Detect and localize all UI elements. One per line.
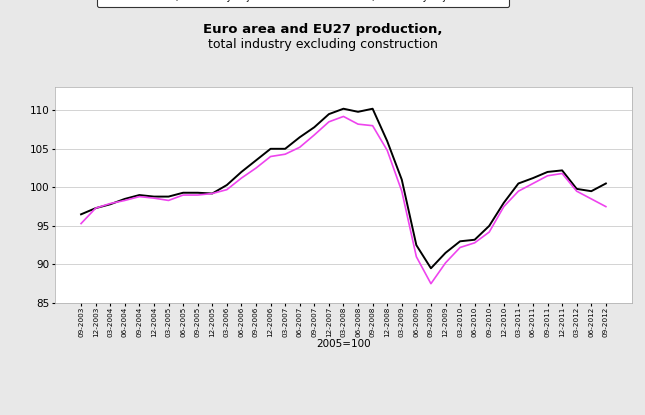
Legend: Euro area, seasonally adjusted series, EU27, seasonally adjusted series: Euro area, seasonally adjusted series, E… xyxy=(97,0,509,7)
Euro area, seasonally adjusted series xyxy=(266,154,274,159)
EU27, seasonally adjusted series xyxy=(77,212,85,217)
EU27, seasonally adjusted series xyxy=(544,169,551,174)
Euro area, seasonally adjusted series xyxy=(339,114,347,119)
Euro area, seasonally adjusted series xyxy=(471,240,479,245)
EU27, seasonally adjusted series xyxy=(194,190,201,195)
Line: EU27, seasonally adjusted series: EU27, seasonally adjusted series xyxy=(81,109,606,268)
Euro area, seasonally adjusted series xyxy=(588,196,595,201)
Euro area, seasonally adjusted series xyxy=(413,254,421,259)
Euro area, seasonally adjusted series xyxy=(208,191,216,196)
EU27, seasonally adjusted series xyxy=(383,139,391,144)
EU27, seasonally adjusted series xyxy=(252,158,260,163)
Euro area, seasonally adjusted series xyxy=(544,173,551,178)
Euro area, seasonally adjusted series xyxy=(602,204,610,209)
EU27, seasonally adjusted series xyxy=(486,223,493,228)
Euro area, seasonally adjusted series xyxy=(427,281,435,286)
Euro area, seasonally adjusted series xyxy=(77,221,85,226)
Euro area, seasonally adjusted series xyxy=(223,187,231,192)
EU27, seasonally adjusted series xyxy=(150,194,158,199)
EU27, seasonally adjusted series xyxy=(92,206,99,211)
Euro area, seasonally adjusted series xyxy=(369,123,377,128)
EU27, seasonally adjusted series xyxy=(325,112,333,117)
EU27, seasonally adjusted series xyxy=(588,189,595,194)
EU27, seasonally adjusted series xyxy=(164,194,172,199)
EU27, seasonally adjusted series xyxy=(135,193,143,198)
Euro area, seasonally adjusted series xyxy=(325,120,333,124)
EU27, seasonally adjusted series xyxy=(559,168,566,173)
Euro area, seasonally adjusted series xyxy=(398,189,406,194)
EU27, seasonally adjusted series xyxy=(427,266,435,271)
EU27, seasonally adjusted series xyxy=(573,186,580,191)
EU27, seasonally adjusted series xyxy=(398,177,406,182)
X-axis label: 2005=100: 2005=100 xyxy=(316,339,371,349)
EU27, seasonally adjusted series xyxy=(281,146,289,151)
Euro area, seasonally adjusted series xyxy=(92,206,99,211)
Euro area, seasonally adjusted series xyxy=(529,181,537,186)
Euro area, seasonally adjusted series xyxy=(500,204,508,209)
Euro area, seasonally adjusted series xyxy=(135,194,143,199)
EU27, seasonally adjusted series xyxy=(602,181,610,186)
Euro area, seasonally adjusted series xyxy=(573,189,580,194)
EU27, seasonally adjusted series xyxy=(442,250,450,255)
EU27, seasonally adjusted series xyxy=(266,146,274,151)
EU27, seasonally adjusted series xyxy=(529,176,537,181)
Text: total industry excluding construction: total industry excluding construction xyxy=(208,38,437,51)
EU27, seasonally adjusted series xyxy=(121,196,128,201)
Euro area, seasonally adjusted series xyxy=(150,195,158,200)
EU27, seasonally adjusted series xyxy=(369,106,377,111)
EU27, seasonally adjusted series xyxy=(515,181,522,186)
EU27, seasonally adjusted series xyxy=(471,237,479,242)
Euro area, seasonally adjusted series xyxy=(383,148,391,153)
EU27, seasonally adjusted series xyxy=(106,202,114,207)
EU27, seasonally adjusted series xyxy=(310,125,318,130)
EU27, seasonally adjusted series xyxy=(237,169,245,174)
EU27, seasonally adjusted series xyxy=(500,200,508,205)
EU27, seasonally adjusted series xyxy=(208,191,216,196)
Euro area, seasonally adjusted series xyxy=(106,201,114,206)
EU27, seasonally adjusted series xyxy=(456,239,464,244)
Euro area, seasonally adjusted series xyxy=(179,193,187,198)
Euro area, seasonally adjusted series xyxy=(164,198,172,203)
Euro area, seasonally adjusted series xyxy=(486,229,493,234)
Euro area, seasonally adjusted series xyxy=(252,166,260,171)
Euro area, seasonally adjusted series xyxy=(296,145,304,150)
Euro area, seasonally adjusted series xyxy=(281,152,289,157)
Euro area, seasonally adjusted series xyxy=(442,260,450,265)
EU27, seasonally adjusted series xyxy=(354,109,362,114)
Euro area, seasonally adjusted series xyxy=(559,171,566,176)
Euro area, seasonally adjusted series xyxy=(121,198,128,203)
EU27, seasonally adjusted series xyxy=(296,135,304,140)
Line: Euro area, seasonally adjusted series: Euro area, seasonally adjusted series xyxy=(81,117,606,284)
EU27, seasonally adjusted series xyxy=(339,106,347,111)
EU27, seasonally adjusted series xyxy=(223,183,231,188)
Text: Euro area and EU27 production,: Euro area and EU27 production, xyxy=(203,23,442,36)
Euro area, seasonally adjusted series xyxy=(194,193,201,198)
Euro area, seasonally adjusted series xyxy=(310,132,318,137)
Euro area, seasonally adjusted series xyxy=(354,122,362,127)
Euro area, seasonally adjusted series xyxy=(237,176,245,181)
EU27, seasonally adjusted series xyxy=(413,243,421,248)
Euro area, seasonally adjusted series xyxy=(515,189,522,194)
EU27, seasonally adjusted series xyxy=(179,190,187,195)
Euro area, seasonally adjusted series xyxy=(456,245,464,250)
